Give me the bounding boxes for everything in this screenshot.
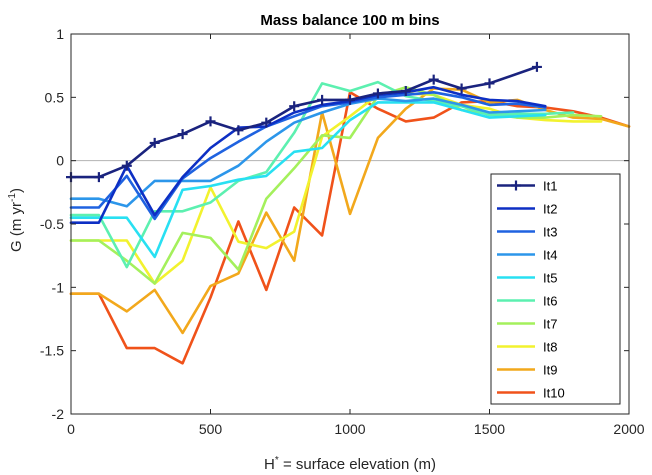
- data-point-marker: [261, 117, 272, 128]
- data-point-marker: [484, 78, 495, 89]
- legend-label-it6: It6: [543, 294, 557, 309]
- data-point-marker: [289, 101, 300, 112]
- series-line-it6: [69, 80, 575, 269]
- plot-area: [66, 61, 631, 365]
- data-point-marker: [205, 116, 216, 127]
- data-point-marker: [372, 88, 383, 99]
- legend-label-it2: It2: [543, 202, 557, 217]
- legend-label-it8: It8: [543, 340, 557, 355]
- data-point-marker: [177, 129, 188, 140]
- data-point-marker: [93, 172, 104, 183]
- legend-label-it7: It7: [543, 317, 557, 332]
- axes: 0 500 1000 1500 2000 -2 -1.5 -1 -0.5 0 0.5 1: [40, 26, 645, 437]
- chart-title: Mass balance 100 m bins: [260, 12, 439, 29]
- legend-label-it10: It10: [543, 386, 565, 401]
- legend-label-it1: It1: [543, 179, 557, 194]
- data-point-marker: [345, 94, 355, 105]
- data-point-marker: [400, 86, 411, 96]
- legend-label-it5: It5: [543, 271, 557, 286]
- x-tick-label: 0: [67, 421, 75, 437]
- x-tick-label: 1000: [334, 421, 365, 437]
- y-tick-label: -2: [52, 406, 65, 422]
- legend-label-it3: It3: [543, 225, 557, 240]
- series-line-it3: [69, 91, 547, 221]
- data-point-marker: [531, 61, 542, 72]
- legend: It1 It2 It3 It4 It5 It6 It7 It8 It9 It10: [490, 173, 621, 405]
- x-axis-title: H* = surface elevation (m): [264, 455, 436, 473]
- series-line-it2: [69, 85, 547, 224]
- x-tick-label: 1500: [474, 421, 505, 437]
- data-point-marker: [233, 125, 244, 136]
- data-point-marker: [456, 83, 467, 94]
- y-tick-label: 0: [56, 153, 64, 169]
- y-tick-label: 0.5: [45, 89, 65, 105]
- data-point-marker: [317, 94, 328, 105]
- series-line-it4: [69, 97, 547, 208]
- y-tick-label: -1.5: [40, 343, 64, 359]
- series-line-it5: [69, 101, 547, 259]
- x-tick-label: 2000: [613, 421, 644, 437]
- legend-marker: [511, 180, 521, 191]
- y-tick-label: 1: [56, 26, 64, 42]
- data-point-marker: [428, 74, 439, 85]
- x-tick-label: 500: [199, 421, 223, 437]
- data-point-marker: [149, 137, 160, 148]
- data-point-marker: [121, 160, 132, 171]
- y-axis-title: G (m yr-1): [7, 188, 25, 252]
- y-tick-label: -1: [52, 279, 65, 295]
- legend-box: [490, 173, 621, 405]
- legend-label-it4: It4: [543, 248, 557, 263]
- y-tick-label: -0.5: [40, 216, 64, 232]
- legend-label-it9: It9: [543, 363, 557, 378]
